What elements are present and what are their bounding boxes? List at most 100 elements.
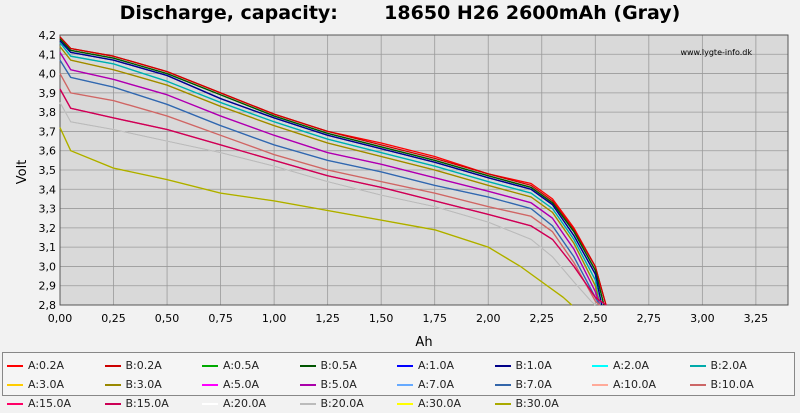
x-tick-label: 2,75 [637, 312, 662, 325]
legend-swatch [104, 364, 121, 367]
legend-label: B:0.5A [320, 359, 357, 372]
series-line-b-3-0a [59, 46, 601, 306]
y-tick-label: 3,3 [39, 203, 57, 216]
legend-label: A:15.0A [28, 397, 72, 410]
legend-label: B:1.0A [515, 359, 552, 372]
series-line-b-0-5a [59, 38, 605, 306]
legend-label: B:3.0A [125, 378, 162, 391]
legend-label: B:0.2A [125, 359, 162, 372]
y-tick-label: 4,1 [39, 48, 57, 61]
legend-item: A:7.0A [397, 375, 495, 394]
series-line-b-7-0a [59, 59, 601, 306]
y-tick-label: 4,2 [39, 29, 57, 42]
legend-swatch [202, 364, 218, 367]
watermark: www.lygte-info.dk [680, 48, 752, 57]
legend-swatch [592, 364, 608, 367]
legend-label: A:5.0A [223, 378, 260, 391]
x-tick-label: 2,25 [530, 312, 555, 325]
legend-label: A:7.0A [418, 378, 455, 391]
legend-item: A:3.0A [7, 375, 105, 394]
legend-item: B:5.0A [299, 375, 398, 394]
legend-swatch [397, 402, 413, 405]
legend-label: B:5.0A [320, 378, 357, 391]
legend-label: B:15.0A [125, 397, 169, 410]
legend-label: A:1.0A [418, 359, 455, 372]
y-tick-label: 3,1 [39, 241, 57, 254]
legend-swatch [494, 402, 511, 405]
legend-item: A:0.2A [7, 356, 105, 375]
legend-label: A:10.0A [613, 378, 657, 391]
legend-swatch [299, 402, 316, 405]
y-tick-label: 3,9 [39, 87, 57, 100]
legend-item: A:10.0A [592, 375, 690, 394]
discharge-chart: 2,8 2,9 3,0 3,1 3,2 3,3 3,4 3,5 3,6 3,7 3,8 3,9 4,0 4… [15, 29, 789, 350]
x-tick-label: 2,50 [583, 312, 608, 325]
series-line-b-1-0a [59, 40, 603, 306]
x-tick-label: 1,75 [422, 312, 447, 325]
series-line-b-30-0a [59, 127, 573, 306]
x-axis-label: Ah [415, 335, 432, 350]
legend-label: B:7.0A [515, 378, 552, 391]
legend-swatch [299, 364, 316, 367]
y-tick-label: 3,2 [39, 222, 57, 235]
series-lines [59, 36, 607, 306]
x-tick-label: 2,00 [476, 312, 501, 325]
series-line-b-20-0a [59, 102, 596, 306]
legend-item: A:0.5A [202, 356, 300, 375]
legend-item: B:3.0A [104, 375, 203, 394]
plot-frame [59, 34, 789, 306]
legend-item: B:7.0A [494, 375, 593, 394]
legend-label: A:20.0A [223, 397, 267, 410]
legend-label: B:2.0A [710, 359, 747, 372]
x-tick-label: 1,00 [262, 312, 287, 325]
legend-label: A:0.5A [223, 359, 260, 372]
legend-label: A:30.0A [418, 397, 462, 410]
y-tick-label: 3,6 [39, 145, 57, 158]
legend-swatch [689, 364, 706, 367]
legend-swatch [397, 383, 413, 386]
x-tick-label: 0,50 [155, 312, 180, 325]
legend-label: B:30.0A [515, 397, 559, 410]
y-tick-label: 3,8 [39, 106, 57, 119]
legend-label: B:20.0A [320, 397, 364, 410]
legend-swatch [299, 383, 316, 386]
legend-swatch [202, 402, 218, 405]
legend-label: A:0.2A [28, 359, 65, 372]
legend-swatch [7, 402, 23, 405]
y-tick-label: 3,4 [39, 183, 57, 196]
legend-item: B:0.2A [104, 356, 203, 375]
legend-label: A:3.0A [28, 378, 65, 391]
chart-title: Discharge, capacity: 18650 H26 2600mAh (… [119, 2, 681, 24]
axis-ticks: 2,8 2,9 3,0 3,1 3,2 3,3 3,4 3,5 3,6 3,7 3,8 3,9 4,0 4… [39, 29, 769, 325]
legend-swatch [7, 364, 23, 367]
legend-item: A:20.0A [202, 394, 300, 413]
legend-item: B:0.5A [299, 356, 398, 375]
x-tick-label: 0,75 [208, 312, 233, 325]
y-tick-label: 4,0 [39, 68, 57, 81]
grid [59, 34, 789, 306]
legend-swatch [592, 383, 608, 386]
legend-swatch [397, 364, 413, 367]
y-axis-label: Volt [15, 160, 30, 185]
x-tick-label: 0,25 [101, 312, 126, 325]
legend-item: B:15.0A [104, 394, 203, 413]
legend-swatch [104, 383, 121, 386]
legend-swatch [494, 383, 511, 386]
legend-swatch [689, 383, 706, 386]
legend-item: A:2.0A [592, 356, 690, 375]
series-line-b-2-0a [59, 42, 601, 306]
legend-swatch [104, 402, 121, 405]
series-line-b-15-0a [59, 88, 607, 306]
legend-item: B:10.0A [689, 375, 788, 394]
legend: A:0.2A B:0.2A A:0.5A B:0.5A A:1.0A B:1.0A A:2.… [2, 352, 795, 410]
legend-swatch [202, 383, 218, 386]
series-line-b-5-0a [59, 52, 601, 306]
x-tick-label: 1,25 [315, 312, 340, 325]
legend-item: B:1.0A [494, 356, 593, 375]
legend-item: A:1.0A [397, 356, 495, 375]
y-tick-label: 2,9 [39, 280, 57, 293]
x-tick-label: 0,00 [48, 312, 73, 325]
x-tick-label: 3,25 [744, 312, 769, 325]
legend-swatch [494, 364, 511, 367]
y-tick-label: 3,5 [39, 164, 57, 177]
